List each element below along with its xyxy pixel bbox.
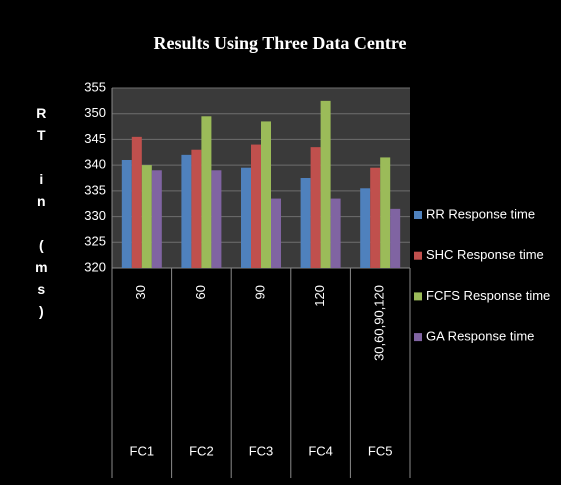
- bar: [131, 136, 142, 268]
- x-group-label: FC1: [130, 443, 155, 458]
- legend-label: GA Response time: [426, 329, 534, 344]
- bar: [201, 116, 212, 269]
- bar: [191, 149, 202, 268]
- bar: [300, 178, 311, 268]
- bar: [360, 188, 371, 268]
- chart-title: Results Using Three Data Centre: [154, 33, 407, 53]
- x-group-label: FC3: [249, 443, 274, 458]
- x-tick-label: 120: [312, 285, 327, 307]
- bar: [380, 157, 391, 268]
- y-tick-label: 330: [84, 208, 106, 223]
- bar: [181, 154, 192, 268]
- legend-label: FCFS Response time: [426, 288, 550, 303]
- y-axis-label: RT in (ms): [33, 105, 49, 325]
- bar: [261, 121, 271, 268]
- y-tick-label: 320: [84, 259, 106, 274]
- x-group-label: FC4: [308, 443, 333, 458]
- bar: [271, 198, 281, 268]
- y-tick-label: 335: [84, 182, 106, 197]
- bar: [390, 208, 401, 268]
- y-tick-label: 345: [84, 131, 106, 146]
- bar: [310, 147, 321, 268]
- y-tick-label: 325: [84, 234, 106, 249]
- legend-label: RR Response time: [426, 206, 535, 221]
- bar: [320, 100, 331, 268]
- y-tick-label: 340: [84, 157, 106, 172]
- x-tick-label: 60: [193, 285, 208, 299]
- y-tick-label: 355: [84, 79, 106, 94]
- legend-label: SHC Response time: [426, 247, 544, 262]
- bar: [211, 170, 222, 268]
- bar: [330, 198, 341, 268]
- x-tick-label: 30,60,90,120: [372, 285, 387, 361]
- x-group-label: FC5: [368, 443, 393, 458]
- bar: [251, 144, 261, 268]
- bar: [151, 170, 162, 268]
- bar: [121, 160, 132, 268]
- bar: [241, 167, 251, 268]
- legend-swatch: [414, 251, 422, 260]
- legend-swatch: [414, 292, 422, 301]
- y-tick-label: 350: [84, 105, 106, 120]
- legend-swatch: [414, 211, 422, 219]
- bar: [141, 165, 152, 268]
- bar: [370, 167, 381, 268]
- x-tick-label: 30: [133, 285, 148, 299]
- x-group-label: FC2: [189, 443, 214, 458]
- x-tick-label: 90: [252, 285, 267, 299]
- legend-swatch: [414, 333, 422, 342]
